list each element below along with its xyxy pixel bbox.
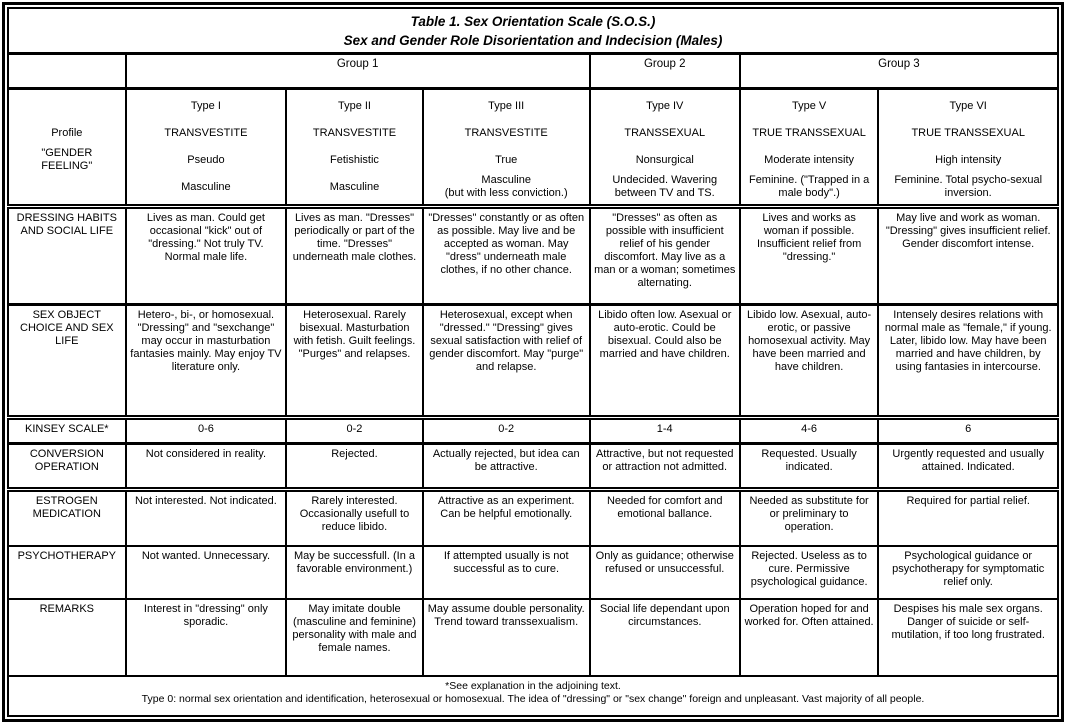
profile-type-3: Type III TRANSVESTITE True Masculine (bu… [421, 86, 591, 208]
table-cell: Needed as substitute for or preliminary … [738, 486, 880, 547]
table-cell: 0-2 [421, 415, 591, 445]
table-title-cell: Table 1. Sex Orientation Scale (S.O.S.) … [7, 7, 1059, 55]
profile-type-1: Type I TRANSVESTITE Pseudo Masculine [124, 86, 288, 208]
table-cell: Not wanted. Unnecessary. [124, 544, 288, 601]
table-cell: Operation hoped for and worked for. Ofte… [738, 598, 880, 677]
type-heading: Type IV [646, 99, 684, 112]
row-label-dressing-habits: DRESSING HABITS AND SOCIAL LIFE [7, 203, 127, 306]
psychotherapy-row: PSYCHOTHERAPY Not wanted. Unnecessary. M… [7, 544, 1059, 601]
table-cell: Libido low. Asexual, auto-erotic, or pas… [738, 303, 880, 419]
table-cell: Psychological guidance or psychotherapy … [877, 544, 1059, 601]
title-row: Table 1. Sex Orientation Scale (S.O.S.) … [7, 7, 1059, 55]
row-label-sex-object: SEX OBJECT CHOICE AND SEX LIFE [7, 303, 127, 419]
table-cell: Not interested. Not indicated. [124, 486, 288, 547]
footnote-row: *See explanation in the adjoining text. … [7, 674, 1059, 718]
gender-feeling-label: "GENDER FEELING" [41, 147, 93, 173]
table-cell: Lives as man. "Dresses" periodically or … [285, 203, 424, 306]
profile-type-4: Type IV TRANSSEXUAL Nonsurgical Undecide… [588, 86, 741, 208]
footnote-type-0: Type 0: normal sex orientation and ident… [141, 692, 925, 705]
table-cell: Requested. Usually indicated. [738, 442, 880, 491]
table-cell: Needed for comfort and emotional ballanc… [588, 486, 741, 547]
table-cell: Intensely desires relations with normal … [877, 303, 1059, 419]
estrogen-medication-row: ESTROGEN MEDICATION Not interested. Not … [7, 486, 1059, 547]
table-cell: 4-6 [738, 415, 880, 445]
row-label-psychotherapy: PSYCHOTHERAPY [7, 544, 127, 601]
group-3-header: Group 3 [738, 52, 1060, 90]
table-cell: Attractive as an experiment. Can be help… [421, 486, 591, 547]
table-cell: Social life dependant upon circumstances… [588, 598, 741, 677]
table-cell: Interest in "dressing" only sporadic. [124, 598, 288, 677]
table-cell: Rejected. [285, 442, 424, 491]
profile-row: Profile "GENDER FEELING" Type I TRANSVES… [7, 86, 1059, 208]
group-2-header: Group 2 [588, 52, 741, 90]
profile-type-5: Type V TRUE TRANSSEXUAL Moderate intensi… [738, 86, 880, 208]
type-heading: Type II [337, 99, 371, 112]
group-header-row: Group 1 Group 2 Group 3 [7, 52, 1060, 90]
type-heading: Type VI [949, 99, 987, 112]
table-cell: Heterosexual. Rarely bisexual. Masturbat… [285, 303, 424, 419]
table-cell: "Dresses" constantly or as often as poss… [421, 203, 591, 306]
table-cell: Lives and works as woman if possible. In… [738, 203, 880, 306]
table-cell: May imitate double (masculine and femini… [285, 598, 424, 677]
table-cell: Urgently requested and usually attained.… [877, 442, 1059, 491]
table-cell: Despises his male sex organs. Danger of … [877, 598, 1059, 677]
table-subtitle: Sex and Gender Role Disorientation and I… [343, 33, 723, 48]
row-label-remarks: REMARKS [7, 598, 127, 677]
footnote-cell: *See explanation in the adjoining text. … [7, 674, 1059, 718]
table-cell: Lives as man. Could get occasional "kick… [124, 203, 288, 306]
profile-type-6: Type VI TRUE TRANSSEXUAL High intensity … [877, 86, 1059, 208]
table-cell: Required for partial relief. [877, 486, 1059, 547]
table-cell: Heterosexual, except when "dressed." "Dr… [421, 303, 591, 419]
profile-label: Profile [51, 126, 83, 139]
type-heading: Type V [791, 99, 827, 112]
table-cell: Only as guidance; otherwise refused or u… [588, 544, 741, 601]
kinsey-scale-row: KINSEY SCALE* 0-6 0-2 0-2 1-4 4-6 6 [7, 415, 1059, 445]
row-label-estrogen-medication: ESTROGEN MEDICATION [7, 486, 127, 547]
type-heading: Type I [190, 99, 221, 112]
group-header-empty-cell [7, 52, 127, 90]
table-cell: 0-6 [124, 415, 288, 445]
table-cell: 0-2 [285, 415, 424, 445]
table-cell: 6 [877, 415, 1059, 445]
table-cell: "Dresses" as often as possible with insu… [588, 203, 741, 306]
table-cell: Attractive, but not requested or attract… [588, 442, 741, 491]
profile-row-label: Profile "GENDER FEELING" [7, 86, 127, 208]
table-cell: May be successfull. (In a favorable envi… [285, 544, 424, 601]
table-cell: Hetero-, bi-, or homosexual. "Dressing" … [124, 303, 288, 419]
table-title: Table 1. Sex Orientation Scale (S.O.S.) [410, 14, 656, 29]
sex-object-row: SEX OBJECT CHOICE AND SEX LIFE Hetero-, … [7, 303, 1059, 419]
remarks-row: REMARKS Interest in "dressing" only spor… [7, 598, 1059, 677]
table-cell: Rarely interested. Occasionally usefull … [285, 486, 424, 547]
dressing-habits-row: DRESSING HABITS AND SOCIAL LIFE Lives as… [7, 203, 1059, 306]
footnote-asterisk: *See explanation in the adjoining text. [445, 679, 621, 692]
conversion-operation-row: CONVERSION OPERATION Not considered in r… [7, 442, 1059, 491]
sex-orientation-scale-table: Table 1. Sex Orientation Scale (S.O.S.) … [7, 7, 1060, 718]
table-cell: If attempted usually is not successful a… [421, 544, 591, 601]
table-cell: Rejected. Useless as to cure. Permissive… [738, 544, 880, 601]
row-label-conversion-operation: CONVERSION OPERATION [7, 442, 127, 491]
table-cell: Not considered in reality. [124, 442, 288, 491]
profile-type-2: Type II TRANSVESTITE Fetishistic Masculi… [285, 86, 424, 208]
table-cell: Libido often low. Asexual or auto-erotic… [588, 303, 741, 419]
table-cell: 1-4 [588, 415, 741, 445]
row-label-kinsey-scale: KINSEY SCALE* [7, 415, 127, 445]
type-heading: Type III [488, 99, 525, 112]
group-1-header: Group 1 [124, 52, 591, 90]
table-cell: Actually rejected, but idea can be attra… [421, 442, 591, 491]
table-cell: May assume double personality. Trend tow… [421, 598, 591, 677]
table-cell: May live and work as woman. "Dressing" g… [877, 203, 1059, 306]
